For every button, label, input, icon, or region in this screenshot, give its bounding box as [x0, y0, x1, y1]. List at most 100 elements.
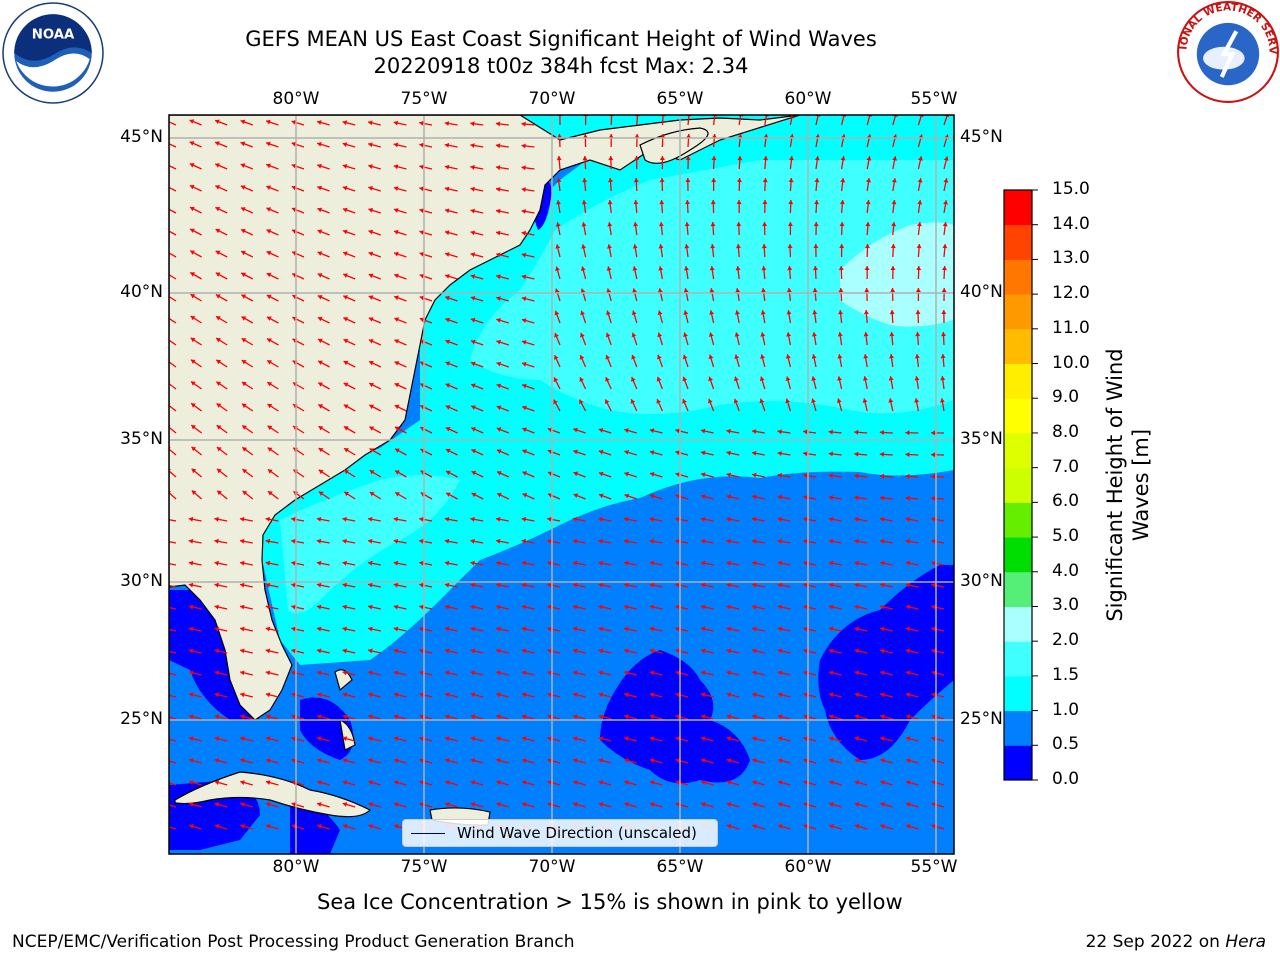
wave-direction-arrowhead [496, 670, 501, 676]
wave-direction-arrowhead [573, 758, 578, 763]
wave-direction-arrowhead [605, 355, 611, 360]
wave-direction-arrowhead [752, 780, 757, 785]
wave-direction-arrowhead [880, 670, 885, 676]
wave-direction-arrow [169, 121, 177, 126]
wave-direction-arrowhead [419, 714, 424, 720]
wave-direction-arrowhead [649, 648, 655, 654]
wave-direction-arrowhead [419, 648, 424, 654]
wave-direction-arrowhead [905, 802, 911, 807]
wave-direction-arrowhead [931, 516, 936, 522]
wave-direction-arrowhead [905, 516, 910, 522]
lon-label-bottom: 65°W [656, 857, 704, 877]
wave-direction-arrowhead [631, 354, 636, 360]
lon-label-top: 65°W [656, 89, 704, 109]
wave-direction-arrowhead [343, 229, 348, 235]
wave-direction-arrowhead [931, 560, 936, 566]
wave-direction-arrowhead [317, 207, 322, 213]
wave-direction-arrowhead [495, 143, 501, 149]
wave-direction-arrowhead [419, 186, 424, 192]
wave-direction-arrowhead [266, 316, 272, 321]
wave-direction-arrowhead [736, 200, 742, 204]
wave-direction-arrowhead [445, 448, 451, 454]
wave-direction-arrowhead [649, 450, 655, 455]
wave-direction-arrowhead [788, 178, 794, 183]
wave-direction-arrowhead [803, 736, 808, 742]
chart-title: GEFS MEAN US East Coast Significant Heig… [245, 27, 877, 51]
wave-direction-arrowhead [761, 288, 766, 293]
wave-direction-arrowhead [634, 134, 640, 139]
wave-direction-arrowhead [164, 141, 169, 146]
wave-direction-arrowhead [470, 648, 475, 654]
wave-direction-arrowhead [267, 404, 273, 409]
wave-direction-arrowhead [163, 671, 167, 676]
wave-direction-arrowhead [605, 377, 610, 382]
wave-direction-arrowhead [368, 780, 373, 785]
wave-direction-arrowhead [632, 266, 638, 271]
wave-direction-arrowhead [317, 758, 322, 763]
wave-direction-arrowhead [368, 142, 373, 148]
wave-direction-arrowhead [267, 425, 273, 431]
wave-direction-arrowhead [608, 156, 614, 161]
wave-direction-arrowhead [814, 200, 819, 205]
wave-direction-arrowhead [914, 376, 920, 381]
wave-direction-arrowhead [624, 493, 630, 499]
wave-direction-arrowhead [803, 516, 808, 522]
wave-direction-arrowhead [675, 758, 680, 763]
wave-direction-arrowhead [240, 538, 245, 544]
wave-direction-arrowhead [521, 538, 526, 544]
wave-direction-arrowhead [631, 332, 637, 338]
wave-direction-arrowhead [291, 736, 296, 742]
wave-direction-arrowhead [419, 604, 424, 610]
wave-direction-arrowhead [931, 736, 936, 742]
wave-direction-arrowhead [470, 230, 475, 236]
wave-direction-arrowhead [342, 207, 348, 213]
wave-direction-arrowhead [316, 560, 322, 566]
wave-direction-arrowhead [369, 382, 374, 388]
colorbar-frame [1003, 189, 1033, 781]
colorbar-tick-label: 4.0 [1052, 560, 1080, 581]
wave-direction-arrowhead [573, 802, 578, 807]
wave-direction-arrowhead [879, 473, 885, 479]
wave-direction-arrowhead [777, 604, 783, 610]
map-frame [168, 114, 955, 855]
wave-direction-arrowhead [633, 178, 639, 183]
wave-direction-arrowhead [803, 758, 808, 763]
wave-direction-arrowhead [931, 692, 936, 698]
wave-direction-arrowhead [803, 670, 808, 676]
wave-direction-arrowhead [803, 604, 808, 610]
wave-direction-arrowhead [369, 404, 374, 410]
wave-direction-arrowhead [917, 178, 923, 183]
wave-direction-arrowhead [880, 714, 885, 720]
wave-direction-arrowhead [598, 604, 603, 610]
wave-direction-arrowhead [761, 266, 767, 271]
wave-direction-arrowhead [188, 516, 194, 522]
wave-direction-arrowhead [889, 310, 895, 315]
wave-direction-arrowhead [164, 119, 169, 124]
sea-ice-note: Sea Ice Concentration > 15% is shown in … [317, 890, 903, 914]
wave-direction-arrowhead [291, 714, 296, 720]
wave-direction-arrowhead [368, 560, 373, 566]
wave-direction-arrowhead [829, 824, 834, 829]
wave-direction-arrowhead [553, 377, 559, 383]
wave-direction-arrowhead [701, 714, 706, 720]
wave-direction-arrowhead [471, 470, 477, 476]
wave-direction-arrowhead [342, 185, 348, 191]
wave-direction-arrowhead [880, 736, 885, 742]
wave-direction-arrowhead [496, 361, 502, 367]
wave-direction-arrow [789, 115, 794, 126]
wave-direction-arrowhead [522, 427, 527, 433]
wave-direction-arrowhead [267, 338, 272, 343]
wave-direction-arrowhead [554, 355, 559, 360]
colorbar-band [1004, 502, 1032, 538]
wave-direction-arrowhead [891, 178, 897, 183]
wave-direction-arrowhead [240, 824, 245, 829]
wave-direction-arrow [712, 115, 716, 126]
wave-direction-arrowhead [726, 648, 731, 654]
wave-direction-arrowhead [188, 648, 194, 654]
wave-direction-arrowhead [556, 156, 562, 161]
wave-direction-arrowhead [803, 780, 808, 785]
wave-direction-arrowhead [649, 604, 655, 610]
wave-direction-arrowhead [803, 473, 808, 479]
wave-direction-arrowhead [829, 670, 834, 676]
wave-direction-arrowhead [267, 469, 273, 474]
